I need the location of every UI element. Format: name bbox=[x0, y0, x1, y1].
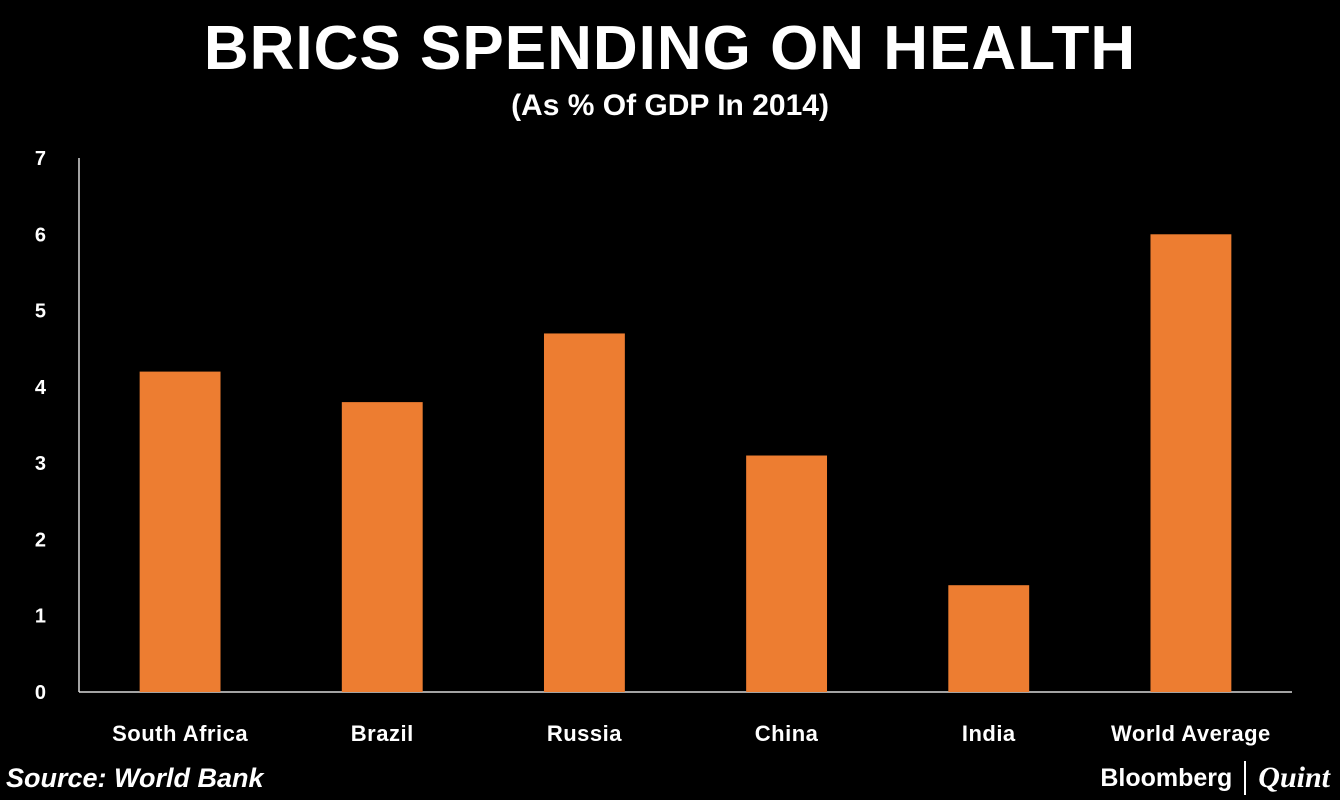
bar-india bbox=[948, 585, 1030, 692]
y-tick-label: 5 bbox=[35, 301, 46, 323]
chart-subtitle: (As % Of GDP In 2014) bbox=[511, 89, 829, 122]
y-axis-ticks: 0 1 2 3 4 5 6 7 bbox=[35, 148, 47, 704]
brand-divider bbox=[1244, 761, 1247, 795]
y-tick-label: 2 bbox=[35, 529, 46, 551]
source-note: Source: World Bank bbox=[6, 763, 264, 793]
bar-series bbox=[139, 234, 1232, 693]
y-tick-label: 6 bbox=[35, 224, 46, 246]
bar-china bbox=[746, 455, 828, 692]
x-tick-label: India bbox=[962, 721, 1016, 746]
bar-south-africa bbox=[139, 371, 221, 692]
x-tick-label: Brazil bbox=[351, 721, 414, 746]
y-tick-label: 1 bbox=[35, 606, 46, 628]
x-tick-label: World Average bbox=[1111, 721, 1271, 746]
x-tick-label: South Africa bbox=[112, 721, 248, 746]
brand-primary: Bloomberg bbox=[1100, 763, 1233, 792]
y-tick-label: 3 bbox=[35, 453, 46, 475]
x-axis-labels: South Africa Brazil Russia China India World … bbox=[112, 721, 1271, 746]
bar-russia bbox=[543, 333, 625, 692]
brand-secondary: Quint bbox=[1258, 761, 1330, 794]
y-tick-label: 7 bbox=[35, 148, 46, 170]
bar-chart: 0 1 2 3 4 5 6 7 South Africa Brazil Russia China In… bbox=[35, 148, 1292, 746]
y-tick-label: 4 bbox=[35, 377, 47, 399]
bar-brazil bbox=[341, 402, 423, 692]
bar-world-average bbox=[1150, 234, 1232, 693]
x-tick-label: Russia bbox=[547, 721, 622, 746]
chart-title: BRICS SPENDING ON HEALTH bbox=[203, 14, 1137, 83]
y-tick-label: 0 bbox=[35, 682, 46, 704]
brand-logo: Bloomberg Quint bbox=[1100, 758, 1330, 798]
x-tick-label: China bbox=[755, 721, 819, 746]
